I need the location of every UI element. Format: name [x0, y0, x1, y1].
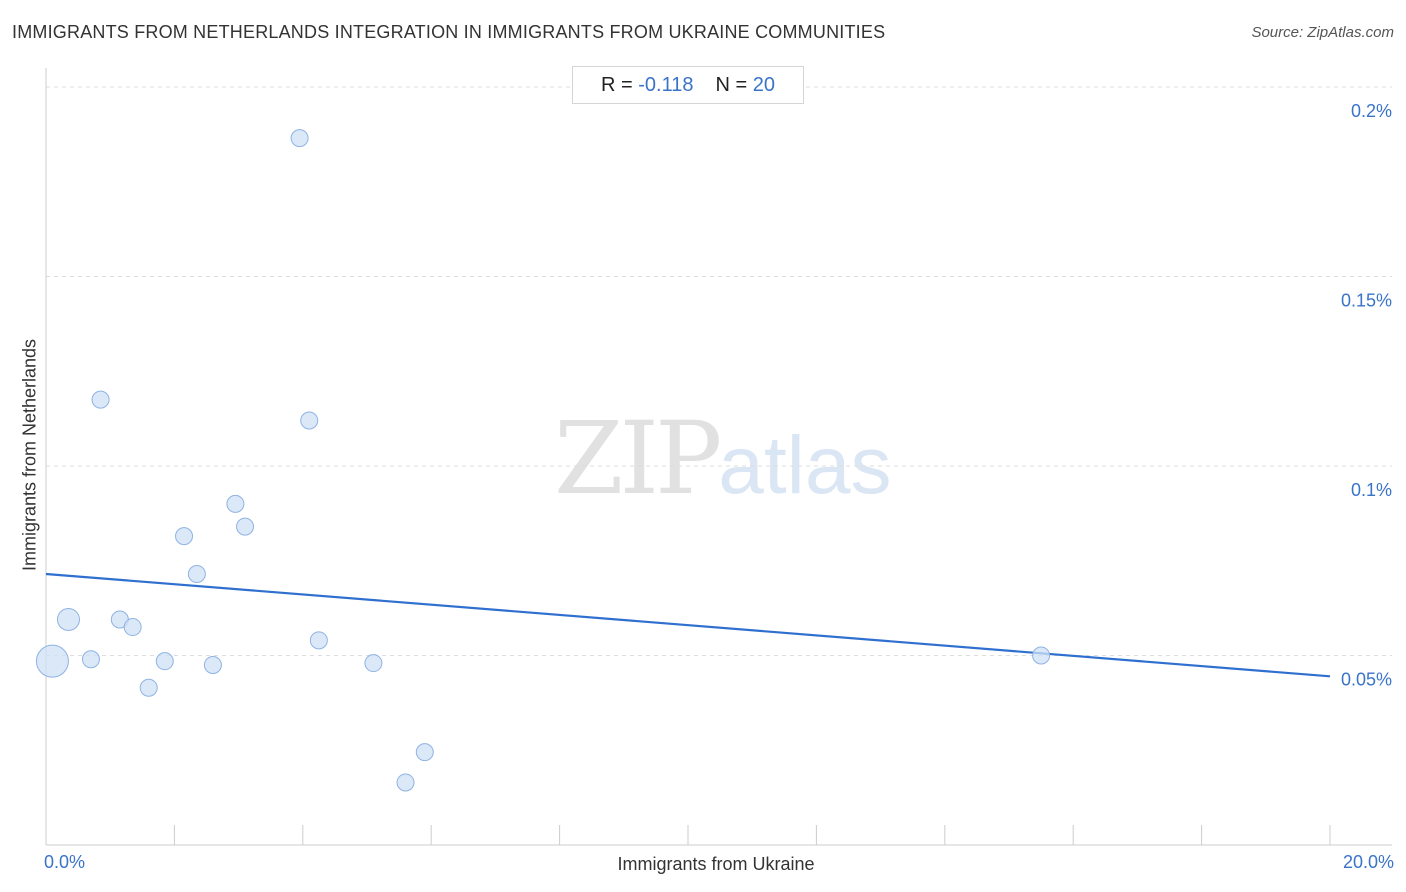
- data-point-2: [81, 650, 100, 669]
- data-point-10: [203, 655, 222, 674]
- y-tick-label-0: 0.05%: [1341, 669, 1392, 689]
- data-point-15: [309, 631, 328, 650]
- trendline: [45, 572, 1331, 678]
- data-point-0: [35, 644, 69, 678]
- n-label: N =: [715, 73, 748, 96]
- correlation-stats-box: R = -0.118 N = 20: [572, 66, 804, 104]
- data-point-1: [56, 607, 80, 631]
- y-tick-label-1: 0.1%: [1351, 480, 1392, 500]
- data-point-7: [155, 652, 174, 671]
- data-point-13: [290, 129, 309, 148]
- data-point-12: [236, 517, 255, 536]
- data-point-18: [415, 743, 434, 762]
- x-axis-label: Immigrants from Ukraine: [617, 854, 815, 874]
- data-point-14: [300, 411, 319, 430]
- source-label: Source: ZipAtlas.com: [1251, 24, 1394, 41]
- data-point-19: [1032, 646, 1051, 665]
- y-tick-labels: 0.05% 0.1% 0.15% 0.2%: [1341, 101, 1392, 690]
- x-tick-label-min: 0.0%: [44, 852, 86, 872]
- data-point-9: [187, 564, 206, 583]
- grid-lines: [46, 86, 1392, 656]
- data-point-6: [139, 678, 158, 697]
- y-axis-label: Immigrants from Netherlands: [19, 338, 40, 572]
- data-point-16: [364, 654, 383, 673]
- data-points: [35, 129, 1051, 792]
- data-point-3: [91, 390, 110, 409]
- chart-title: IMMIGRANTS FROM NETHERLANDS INTEGRATION …: [12, 22, 886, 42]
- data-point-11: [226, 494, 245, 513]
- y-tick-label-2: 0.15%: [1341, 290, 1392, 310]
- r-label: R =: [601, 73, 633, 96]
- r-value: -0.118: [638, 73, 694, 96]
- trendline-layer: [45, 572, 1331, 678]
- data-point-5: [123, 618, 142, 637]
- y-tick-label-3: 0.2%: [1351, 101, 1392, 121]
- data-point-17: [396, 773, 415, 792]
- x-tick-label-max: 20.0%: [1342, 852, 1394, 872]
- n-value: 20: [752, 73, 775, 96]
- axes: [45, 68, 1392, 846]
- data-point-8: [175, 527, 194, 546]
